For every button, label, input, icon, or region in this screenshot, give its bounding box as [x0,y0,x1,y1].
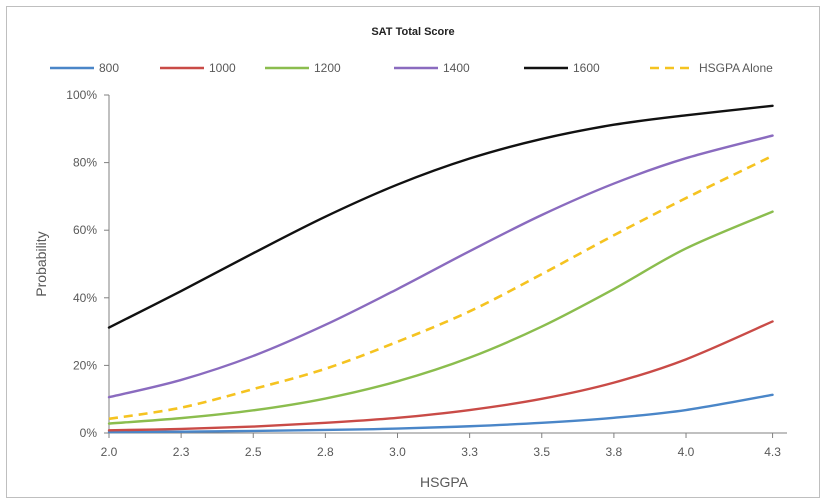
legend-label: 1600 [573,61,600,75]
series-line-1600 [107,104,774,329]
x-tick-label: 3.0 [389,445,406,459]
y-tick-label: 0% [80,426,98,440]
legend-label: HSGPA Alone [699,61,773,75]
chart-title: SAT Total Score [371,26,454,38]
series-line-800 [107,393,774,434]
x-axis-title: HSGPA [420,474,469,490]
x-tick-label: 3.5 [533,445,550,459]
x-tick-label: 3.8 [606,445,623,459]
y-tick-label: 100% [66,88,97,102]
series-line-1400 [107,134,774,399]
legend: 800 1000 1200 1400 1600 HSGPA Alone [50,61,773,75]
x-tick-label: 3.3 [461,445,478,459]
x-tick-label: 4.3 [764,445,781,459]
series-line-hsgpa-alone [108,154,774,421]
y-tick-label: 80% [73,156,97,170]
legend-label: 1000 [209,61,236,75]
legend-label: 800 [99,61,119,75]
x-tick-label: 2.8 [317,445,334,459]
y-tick-label: 20% [73,358,97,372]
x-tick-label: 4.0 [678,445,695,459]
series-line-1000 [107,320,774,432]
legend-label: 1400 [443,61,470,75]
series-lines [107,104,774,434]
y-tick-label: 60% [73,223,97,237]
axes: 0% 20% 40% 60% 80% 100% 2.0 2.3 2.5 2.8 3.0 3.3 3.5 3… [66,88,787,459]
y-axis-title: Probability [33,231,49,296]
legend-label: 1200 [314,61,341,75]
x-tick-label: 2.3 [173,445,190,459]
x-tick-label: 2.5 [245,445,262,459]
series-line-1200 [107,210,774,425]
x-tick-label: 2.0 [101,445,118,459]
y-tick-label: 40% [73,291,97,305]
